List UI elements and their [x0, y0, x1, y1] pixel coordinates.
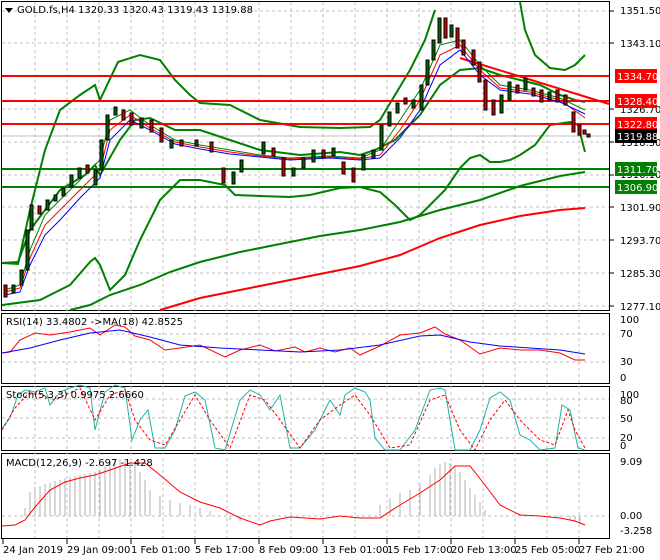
symbol-label: GOLD.fs,H4 [17, 5, 75, 16]
svg-text:29 Jan 09:00: 29 Jan 09:00 [67, 545, 130, 556]
svg-text:20: 20 [620, 433, 633, 444]
svg-text:50: 50 [620, 414, 633, 425]
svg-text:27 Feb 21:00: 27 Feb 21:00 [579, 545, 645, 556]
svg-text:100: 100 [620, 315, 639, 326]
dropdown-arrow-icon[interactable] [5, 8, 13, 13]
level-lines [2, 75, 609, 188]
svg-text:1328.40: 1328.40 [617, 97, 658, 108]
svg-text:1 Feb 01:00: 1 Feb 01:00 [131, 545, 190, 556]
svg-text:80: 80 [620, 396, 633, 407]
svg-text:1351.50: 1351.50 [620, 6, 660, 17]
chart-header: GOLD.fs,H4 1320.33 1320.43 1319.43 1319.… [5, 5, 253, 16]
svg-text:1326.70: 1326.70 [620, 105, 660, 116]
svg-text:1318.30: 1318.30 [620, 138, 660, 149]
svg-text:25 Feb 05:00: 25 Feb 05:00 [515, 545, 581, 556]
svg-text:9.09: 9.09 [620, 457, 642, 468]
svg-text:0: 0 [620, 373, 626, 384]
svg-text:1285.30: 1285.30 [620, 269, 660, 280]
svg-text:0: 0 [620, 441, 626, 452]
svg-text:100: 100 [620, 390, 639, 401]
time-axis: 24 Jan 2019 29 Jan 09:00 1 Feb 01:00 5 F… [2, 539, 645, 556]
svg-text:1293.70: 1293.70 [620, 236, 660, 247]
svg-text:1301.90: 1301.90 [620, 203, 660, 214]
svg-text:1343.10: 1343.10 [620, 39, 660, 50]
bollinger-bands [1, 1, 586, 306]
rsi-label: RSI(14) 33.4802 ->MA(18) 42.8525 [6, 317, 183, 328]
rsi-panel: RSI(14) 33.4802 ->MA(18) 42.8525 100 70 … [1, 315, 639, 384]
svg-text:1334.70: 1334.70 [617, 72, 658, 83]
macd-label: MACD(12,26,9) -2.697 -1.428 [6, 458, 153, 469]
price-axis: 1351.50 1343.10 1326.70 1318.30 1310.10 … [620, 6, 660, 313]
macd-histogram [24, 459, 581, 524]
svg-text:1311.70: 1311.70 [617, 165, 658, 176]
level-tags: 1334.70 1328.40 1322.80 1319.88 1311.70 … [615, 69, 658, 194]
stoch-panel: Stoch(5,3,3) 0.9975 2.6660 100 80 50 20 … [1, 384, 639, 452]
svg-text:1306.90: 1306.90 [617, 183, 658, 194]
panel-frames [1, 1, 610, 539]
ohlc-values: 1320.33 1320.43 1319.43 1319.88 [78, 5, 253, 16]
svg-text:8 Feb 09:00: 8 Feb 09:00 [259, 545, 318, 556]
svg-text:13 Feb 01:00: 13 Feb 01:00 [323, 545, 389, 556]
svg-text:-3.258: -3.258 [620, 526, 652, 537]
svg-text:30: 30 [620, 357, 633, 368]
svg-text:1322.80: 1322.80 [617, 120, 658, 131]
price-axis-ticks [610, 10, 614, 307]
long-ma-green [69, 171, 586, 311]
svg-text:1277.10: 1277.10 [620, 302, 660, 313]
svg-text:70: 70 [620, 329, 633, 340]
svg-text:0.00: 0.00 [620, 511, 642, 522]
svg-text:20 Feb 13:00: 20 Feb 13:00 [451, 545, 517, 556]
candles [3, 17, 591, 298]
current-price-tag: 1319.88 [617, 132, 658, 143]
svg-text:5 Feb 17:00: 5 Feb 17:00 [195, 545, 254, 556]
long-ma-red [159, 207, 586, 311]
macd-panel: MACD(12,26,9) -2.697 -1.428 9.09 0.00 -3… [1, 457, 652, 537]
svg-text:24 Jan 2019: 24 Jan 2019 [3, 545, 63, 556]
svg-text:15 Feb 17:00: 15 Feb 17:00 [387, 545, 453, 556]
stoch-label: Stoch(5,3,3) 0.9975 2.6660 [6, 390, 144, 401]
trendline [459, 57, 610, 105]
